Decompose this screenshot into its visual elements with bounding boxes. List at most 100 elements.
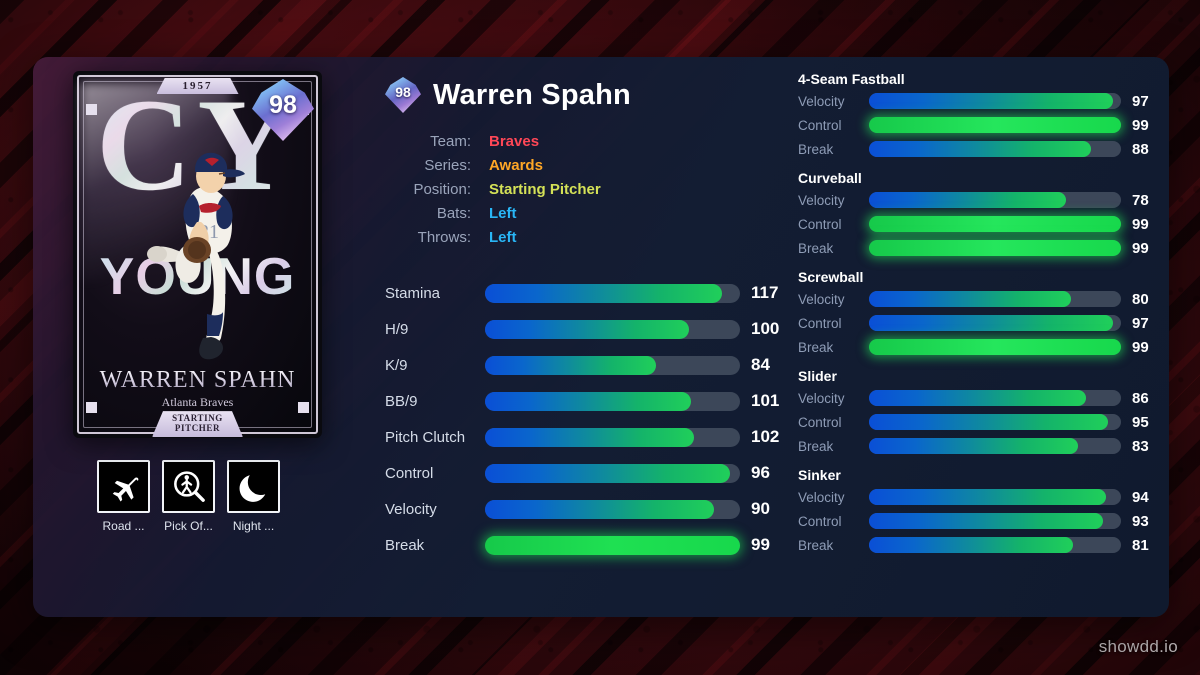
player-detail-panel: 1957 CY YOUNG 21 (33, 57, 1169, 617)
pitch-attribute-label: Control (798, 315, 842, 331)
pitch-attribute-value: 93 (1132, 512, 1149, 530)
pitch-attribute-label: Velocity (798, 93, 845, 109)
pitch-attribute-row: Velocity 94 (798, 485, 1158, 509)
attribute-row: K/9 84 (385, 347, 785, 383)
card-position-banner: STARTING PITCHER (152, 411, 243, 437)
pitch-bar-fill (868, 117, 1121, 133)
quirk-label: Night ... (232, 519, 275, 533)
quirk-item-road[interactable]: Road ... (97, 460, 150, 533)
pitch-attribute-row: Velocity 97 (798, 89, 1158, 113)
pitch-attribute-value: 94 (1132, 488, 1149, 506)
player-meta-list: Team: Braves Series: Awards Position: St… (385, 133, 785, 253)
site-watermark: showdd.io (1098, 637, 1178, 656)
airplane-icon (112, 476, 138, 502)
pitch-attribute-row: Break 88 (798, 137, 1158, 161)
meta-value-position: Starting Pitcher (489, 181, 601, 198)
pitch-attribute-row: Control 93 (798, 509, 1158, 533)
pitch-attribute-label: Control (798, 513, 842, 529)
pitch-attribute-value: 97 (1132, 92, 1149, 110)
pitch-attribute-label: Break (798, 240, 834, 256)
pitch-bar-fill (868, 414, 1109, 430)
pitch-bar-fill (868, 438, 1079, 454)
pitch-attribute-label: Break (798, 141, 834, 157)
meta-value-throws: Left (489, 229, 517, 246)
card-corner-br (298, 402, 309, 413)
player-photo: 21 (147, 152, 245, 360)
pitch-bar-fill (868, 390, 1086, 406)
meta-value-series: Awards (489, 157, 543, 174)
pitch-attribute-row: Control 95 (798, 410, 1158, 434)
pitch-attribute-label: Velocity (798, 390, 845, 406)
pitch-attribute-row: Break 81 (798, 533, 1158, 557)
pitch-attribute-bar (868, 414, 1121, 430)
quirk-label: Road ... (102, 519, 145, 533)
pitch-attribute-value: 86 (1132, 389, 1149, 407)
pitch-attribute-bar (868, 141, 1121, 157)
card-overall-value: 98 (269, 90, 297, 119)
pitch-attribute-value: 80 (1132, 290, 1149, 308)
pitch-bar-fill (868, 339, 1121, 355)
meta-row-position: Position: Starting Pitcher (385, 181, 785, 205)
quirk-icon-box (162, 460, 215, 513)
player-info-column: 98 Warren Spahn Team: Braves Series: Awa… (385, 71, 785, 563)
meta-label: Bats: (436, 205, 471, 222)
pitch-attribute-label: Velocity (798, 192, 845, 208)
attribute-bar-fill (484, 319, 689, 339)
player-card[interactable]: 1957 CY YOUNG 21 (73, 71, 322, 438)
pitch-attribute-bar (868, 390, 1121, 406)
pitch-attribute-bar (868, 216, 1121, 232)
pitch-bar-fill (868, 216, 1121, 232)
pitch-attribute-bar (868, 438, 1121, 454)
quirk-icon-box (227, 460, 280, 513)
pitch-bar-fill (868, 240, 1121, 256)
attribute-row: Control 96 (385, 455, 785, 491)
pitch-bar-fill (868, 315, 1114, 331)
card-position-line1: STARTING (172, 413, 223, 424)
pitch-attribute-bar (868, 117, 1121, 133)
pitch-name: 4-Seam Fastball (798, 71, 905, 87)
pitch-attribute-bar (868, 291, 1121, 307)
attribute-label: Stamina (385, 284, 441, 302)
page-title: Warren Spahn (433, 78, 631, 111)
pitch-bar-fill (868, 93, 1114, 109)
quirk-label: Pick Of... (164, 519, 213, 533)
pitch-attribute-bar (868, 240, 1121, 256)
pitch-attribute-row: Break 99 (798, 236, 1158, 260)
pickoff-magnifier-icon (173, 470, 205, 502)
pitch-attribute-label: Break (798, 339, 834, 355)
pitch-attribute-row: Break 99 (798, 335, 1158, 359)
attribute-row: Velocity 90 (385, 491, 785, 527)
pitch-attribute-bar (868, 315, 1121, 331)
pitch-attribute-row: Velocity 80 (798, 287, 1158, 311)
quirk-item-pickoff[interactable]: Pick Of... (162, 460, 215, 533)
attribute-value: 100 (751, 319, 780, 338)
overall-diamond-icon: 98 (385, 77, 421, 113)
pitch-attribute-label: Break (798, 537, 834, 553)
quirk-icon-box (97, 460, 150, 513)
pitch-attribute-value: 95 (1132, 413, 1149, 431)
pitch-attribute-row: Break 83 (798, 434, 1158, 458)
card-overall-badge: 98 (252, 79, 314, 141)
attribute-value: 102 (751, 427, 780, 446)
card-year: 1957 (156, 78, 239, 94)
pitch-attribute-row: Control 99 (798, 113, 1158, 137)
pitch-attribute-value: 78 (1132, 191, 1149, 209)
pitch-name: Screwball (798, 269, 864, 285)
pitch-name: Sinker (798, 467, 841, 483)
quirk-item-night[interactable]: Night ... (227, 460, 280, 533)
attribute-value: 96 (751, 463, 770, 482)
card-corner-tl (86, 104, 97, 115)
player-name-row: 98 Warren Spahn (385, 77, 785, 113)
meta-value-team: Braves (489, 133, 540, 150)
pitch-attribute-label: Break (798, 438, 834, 454)
pitch-attribute-label: Control (798, 216, 842, 232)
attribute-bar-fill (484, 427, 695, 447)
attribute-label: Velocity (385, 500, 437, 518)
attribute-bar-fill (484, 355, 656, 375)
attribute-label: Control (385, 464, 434, 482)
attribute-row: Stamina 117 (385, 275, 785, 311)
attribute-label: BB/9 (385, 392, 418, 410)
pitch-attribute-bar (868, 537, 1121, 553)
pitch-attribute-value: 99 (1132, 215, 1149, 233)
pitch-attribute-bar (868, 339, 1121, 355)
